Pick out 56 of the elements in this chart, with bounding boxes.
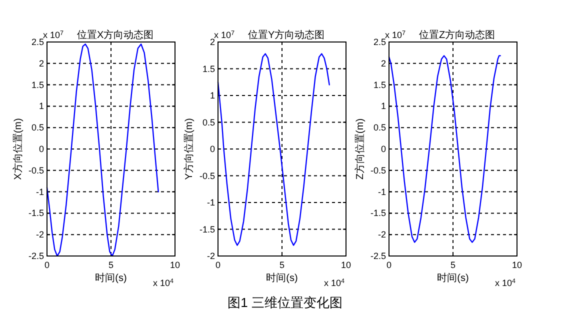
- y-tick-label: 2: [38, 58, 44, 68]
- y-tick-label: -2: [36, 230, 44, 240]
- x-tick-label: 10: [512, 260, 522, 270]
- y-tick-label: 0.5: [31, 122, 44, 133]
- y-tick-label: 0: [38, 144, 44, 154]
- y-axis-title: Z方向位置(m): [354, 118, 366, 180]
- line-series: [46, 44, 159, 257]
- text: x 10$^{4}$: [495, 278, 516, 288]
- y-tick-label: 2: [380, 58, 386, 68]
- y-tick-label: -1.5: [199, 224, 215, 234]
- text: x 10$^{4}$: [153, 278, 174, 288]
- chart-title: 位置X方向动态图: [77, 29, 154, 41]
- y-tick-label: -2.5: [28, 251, 44, 261]
- x-axis-title: 时间(s): [437, 272, 469, 284]
- text: x 10$^{7}$: [385, 30, 406, 40]
- y-tick-label: -1: [378, 186, 386, 197]
- y-tick-label: -0.5: [28, 165, 44, 176]
- y-tick-label: -2.5: [370, 251, 386, 261]
- x-axis-title: 时间(s): [95, 272, 127, 284]
- x-tick-label: 5: [279, 260, 285, 270]
- x-axis-title: 时间(s): [266, 272, 298, 284]
- y-tick-label: -0.5: [370, 165, 386, 176]
- y-tick-label: 0: [210, 144, 215, 154]
- y-tick-label: -2: [378, 230, 386, 240]
- line-series: [217, 53, 330, 246]
- x-tick-label: 10: [170, 260, 180, 270]
- y-tick-label: -1.5: [370, 208, 386, 218]
- y-tick-label: 1.5: [31, 80, 44, 90]
- y-tick-label: -1: [206, 198, 215, 208]
- chart-title: 位置Z方向动态图: [419, 29, 496, 41]
- y-tick-label: 1: [380, 101, 386, 112]
- text: x 10$^{4}$: [324, 278, 346, 288]
- caption: 图1 三维位置变化图: [228, 295, 342, 310]
- text: x 10$^{7}$: [214, 30, 236, 40]
- y-tick-label: 1: [38, 101, 44, 112]
- y-tick-label: 2.5: [31, 37, 44, 47]
- y-tick-label: -1.5: [28, 208, 44, 218]
- y-tick-label: 2.5: [373, 37, 386, 47]
- y-tick-label: 0.5: [373, 122, 386, 133]
- y-tick-label: 1.5: [373, 80, 386, 90]
- y-tick-label: 2: [210, 37, 215, 47]
- x-tick-label: 5: [108, 260, 114, 270]
- x-tick-label: 5: [450, 260, 456, 270]
- y-tick-label: -2: [206, 251, 215, 261]
- y-tick-label: 0: [380, 144, 386, 154]
- chart-title: 位置Y方向动态图: [248, 29, 325, 41]
- y-axis-title: Y方向位置(m): [183, 118, 195, 180]
- y-axis-title: X方向位置(m): [12, 118, 24, 180]
- y-tick-label: -1: [36, 186, 44, 197]
- y-tick-label: 1: [210, 90, 215, 100]
- line-series: [388, 55, 501, 243]
- y-tick-label: 0.5: [202, 117, 215, 128]
- y-tick-label: 1.5: [202, 64, 215, 74]
- text: x 10$^{7}$: [43, 30, 64, 40]
- y-tick-label: -0.5: [199, 170, 215, 181]
- x-tick-label: 10: [340, 260, 352, 270]
